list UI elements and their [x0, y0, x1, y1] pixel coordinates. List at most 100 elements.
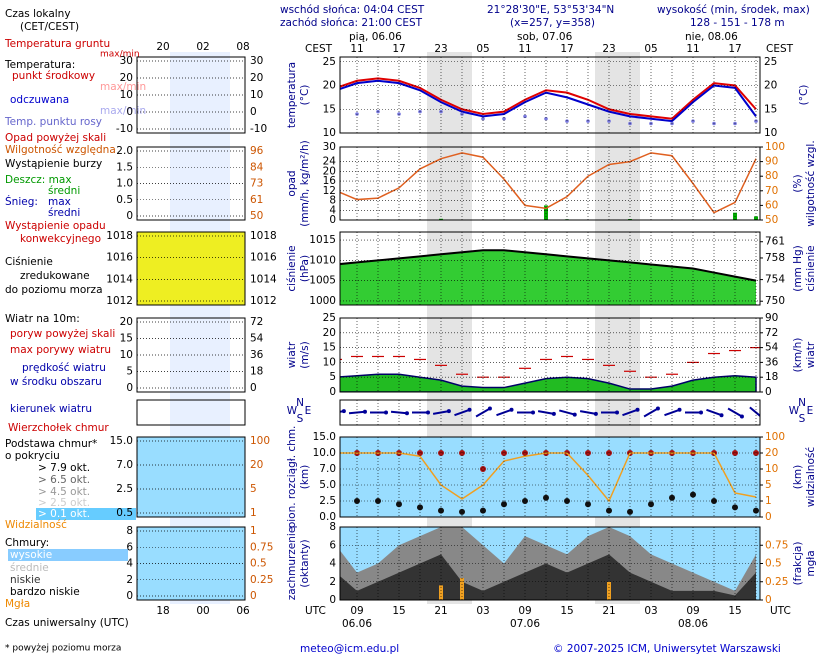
axis-label: opad — [286, 170, 298, 196]
panel-content — [340, 347, 760, 392]
y2-tick-label: 5 — [765, 479, 772, 491]
wind-arrow-head — [635, 407, 640, 412]
legend-text: punkt środkowy — [12, 70, 95, 82]
x-tick-label: 23 — [434, 43, 447, 55]
x-tick-label: 17 — [728, 43, 741, 55]
wind-arrow-head — [509, 407, 514, 412]
wind-arrow — [340, 410, 345, 413]
y2-tick-label: 761 — [765, 236, 785, 248]
y-tick-label: 16 — [323, 175, 337, 187]
axis-label: (oktanty) — [299, 539, 311, 587]
y-tick-label: 2 — [329, 576, 336, 588]
legend: Czas lokalny (CET/CEST) Temperatura grun… — [4, 8, 146, 654]
legend-text: Mgła — [5, 598, 30, 610]
axis-label: zachmurzenie — [286, 527, 298, 601]
legend-text: max — [48, 196, 71, 208]
y-tick-label: 1005 — [309, 275, 336, 287]
pressure-line — [340, 249, 757, 282]
legend-text: o pokryciu — [5, 450, 60, 462]
wind-arrow-head — [446, 409, 451, 414]
day-label: nie, 08.06 — [685, 31, 738, 43]
mini-tick-label: 1014 — [106, 273, 133, 285]
compass: W — [287, 405, 298, 417]
axis-label: (mm Hg) — [792, 245, 804, 292]
series-dot — [565, 119, 569, 123]
mini-tick-label: 1 — [250, 525, 257, 537]
legend-text: bardzo niskie — [10, 586, 80, 598]
mini-tick-label: 0 — [126, 106, 133, 118]
mini-tick-label: 0.75 — [250, 541, 273, 553]
axis-label: (mm/h, kg/m²/h) — [299, 140, 311, 226]
y2-tick-label: 754 — [765, 274, 785, 286]
y2-tick-label: 0 — [765, 511, 772, 523]
legend-text: Opad powyżej skali — [5, 132, 106, 144]
mini-tick-label: 2.5 — [116, 483, 133, 495]
legend-text: kierunek wiatru — [10, 403, 92, 415]
mini-tick-label: 1018 — [250, 230, 277, 242]
axis-label: (%) — [792, 174, 804, 192]
wind-arrow-head — [739, 414, 744, 419]
legend-text: Wierzchołek chmur — [8, 422, 109, 434]
series-dot — [585, 501, 591, 508]
legend-text: Podstawa chmur* — [5, 438, 97, 450]
mini-tick-label: 20 — [120, 72, 133, 84]
grid-point: (x=257, y=358) — [510, 17, 595, 29]
mini-tick-label: 15.0 — [110, 435, 133, 447]
wind-arrow-head — [677, 407, 682, 412]
axis-label: ciśnienie — [805, 245, 817, 291]
night — [170, 52, 230, 604]
day-label: pią, 06.06 — [349, 31, 402, 43]
axis-label: (°C) — [299, 85, 311, 106]
mini-tick-label: 1012 — [250, 295, 277, 307]
axis-label: wilgotność wzgl. — [805, 140, 817, 226]
legend-text: (CET/CEST) — [20, 21, 79, 33]
pressure-area — [340, 250, 756, 305]
legend-text: > 2.5 okt. — [38, 497, 90, 509]
mini-tick-label: 8 — [126, 525, 133, 537]
mini-tick-label: 2.0 — [116, 145, 133, 157]
y2-tick-label: 750 — [765, 295, 785, 307]
x-tick-label: 17 — [560, 43, 573, 55]
mini-tick-label: 1012 — [106, 295, 133, 307]
y2-tick-label: 10 — [765, 463, 778, 475]
legend-text: max porywy wiatru — [10, 344, 111, 356]
compass: N — [798, 397, 806, 409]
legend-text: > 0.1 okt. — [38, 508, 90, 520]
wind-arrow-head — [572, 412, 577, 417]
series-dot — [648, 501, 654, 508]
unit-label: CEST — [766, 43, 794, 55]
mini-tick-label: 10 — [120, 349, 133, 361]
mini-tick-label: 1 — [250, 507, 257, 519]
unit-label: UTC — [305, 605, 326, 617]
legend-swatch — [36, 508, 136, 520]
mini-panel — [136, 399, 246, 426]
y-tick-label: 10.0 — [313, 447, 336, 459]
panel-content — [340, 249, 757, 305]
legend-text: Ciśnienie — [5, 256, 53, 268]
series-dot — [459, 508, 465, 515]
x-tick-label: 17 — [392, 43, 405, 55]
mini-tick-label: 0 — [250, 382, 257, 394]
elevation-label: wysokość (min, środek, max) — [657, 4, 810, 16]
y2-tick-label: 90 — [765, 312, 778, 324]
mini-tick-label: 15 — [120, 333, 133, 345]
wind-arrow-head — [699, 410, 703, 415]
axis-label: mgła — [805, 550, 817, 576]
day-label: sob, 07.06 — [517, 31, 573, 43]
panel-frame — [339, 146, 761, 221]
legend-text: do poziomu morza — [5, 284, 103, 296]
wind-arrow-head — [404, 411, 409, 416]
mini-tick-label: 1018 — [106, 230, 133, 242]
date-label: 08.06 — [678, 618, 708, 630]
mini-tick-label: 50 — [250, 210, 263, 222]
y-tick-label: 24 — [323, 156, 337, 168]
y2-tick-label: 70 — [765, 185, 778, 197]
y-tick-label: 1000 — [309, 295, 336, 307]
coords: 21°28'30"E, 53°53'34"N — [487, 4, 614, 16]
wind-arrow-head — [719, 413, 724, 418]
mini-time-label: 18 — [156, 605, 169, 617]
mini-time-label: 00 — [196, 605, 209, 617]
mini-tick-label: 0.5 — [116, 507, 133, 519]
mini-tick-label: 36 — [250, 349, 264, 361]
